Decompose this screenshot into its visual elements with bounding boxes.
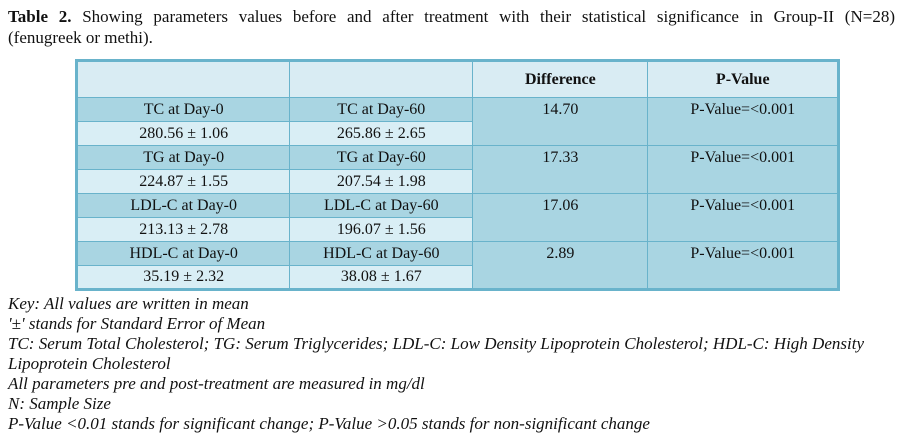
table-caption: Table 2. Showing parameters values befor… [0, 0, 904, 48]
row-tg-labels: TG at Day-0 TG at Day-60 17.33 P-Value=<… [75, 145, 839, 194]
table-caption-line2: (fenugreek or methi). [8, 28, 153, 47]
row-ldl-labels: LDL-C at Day-0 LDL-C at Day-60 17.06 P-V… [75, 193, 839, 242]
row-ldl-values: 213.13 ± 2.78 196.07 ± 1.56 [75, 217, 839, 242]
table-caption-number: Table 2. [8, 7, 72, 26]
table-caption-line1: Table 2. Showing parameters values befor… [8, 6, 895, 27]
note-abbreviations: TC: Serum Total Cholesterol; TG: Serum T… [8, 334, 864, 373]
header-difference: Difference [472, 60, 649, 98]
row-hdl-values: 35.19 ± 2.32 38.08 ± 1.67 [75, 265, 839, 290]
note-pvalue-meaning: P-Value <0.01 stands for significant cha… [8, 414, 650, 433]
cell-tg-day0-value: 224.87 ± 1.55 [75, 169, 291, 194]
cell-tg-day60-value: 207.54 ± 1.98 [289, 169, 474, 194]
cell-hdl-day0: HDL-C at Day-0 [75, 241, 291, 266]
cell-tc-difference: 14.70 [472, 97, 649, 146]
cell-ldl-difference: 17.06 [472, 193, 649, 242]
header-pvalue: P-Value [647, 60, 839, 98]
row-tc-values: 280.56 ± 1.06 265.86 ± 2.65 [75, 121, 839, 146]
cell-ldl-day60: LDL-C at Day-60 [289, 193, 474, 218]
cell-ldl-pvalue: P-Value=<0.001 [647, 193, 839, 242]
cell-tc-day0: TC at Day-0 [75, 97, 291, 122]
cell-tc-day0-value: 280.56 ± 1.06 [75, 121, 291, 146]
cell-tc-day60-value: 265.86 ± 2.65 [289, 121, 474, 146]
cell-tg-day0: TG at Day-0 [75, 145, 291, 170]
table-header-row: Difference P-Value [75, 60, 839, 98]
cell-hdl-day60-value: 38.08 ± 1.67 [289, 265, 474, 290]
header-empty-day60 [289, 60, 474, 98]
table-key-notes: Key: All values are written in mean '±' … [0, 291, 904, 434]
cell-ldl-day0-value: 213.13 ± 2.78 [75, 217, 291, 242]
note-sem: '±' stands for Standard Error of Mean [8, 314, 266, 333]
parameters-table: Difference P-Value TC at Day-0 TC at Day… [75, 59, 840, 291]
cell-hdl-pvalue: P-Value=<0.001 [647, 241, 839, 290]
cell-tg-day60: TG at Day-60 [289, 145, 474, 170]
cell-tc-pvalue: P-Value=<0.001 [647, 97, 839, 146]
note-sample-size: N: Sample Size [8, 394, 111, 413]
row-tc-labels: TC at Day-0 TC at Day-60 14.70 P-Value=<… [75, 97, 839, 146]
cell-hdl-difference: 2.89 [472, 241, 649, 290]
table-caption-text: Showing parameters values before and aft… [82, 7, 895, 26]
cell-ldl-day60-value: 196.07 ± 1.56 [289, 217, 474, 242]
note-units: All parameters pre and post-treatment ar… [8, 374, 425, 393]
cell-hdl-day0-value: 35.19 ± 2.32 [75, 265, 291, 290]
header-empty-day0 [75, 60, 291, 98]
cell-tc-day60: TC at Day-60 [289, 97, 474, 122]
cell-hdl-day60: HDL-C at Day-60 [289, 241, 474, 266]
note-key: Key: All values are written in mean [8, 294, 249, 313]
cell-tg-pvalue: P-Value=<0.001 [647, 145, 839, 194]
row-hdl-labels: HDL-C at Day-0 HDL-C at Day-60 2.89 P-Va… [75, 241, 839, 290]
cell-ldl-day0: LDL-C at Day-0 [75, 193, 291, 218]
cell-tg-difference: 17.33 [472, 145, 649, 194]
